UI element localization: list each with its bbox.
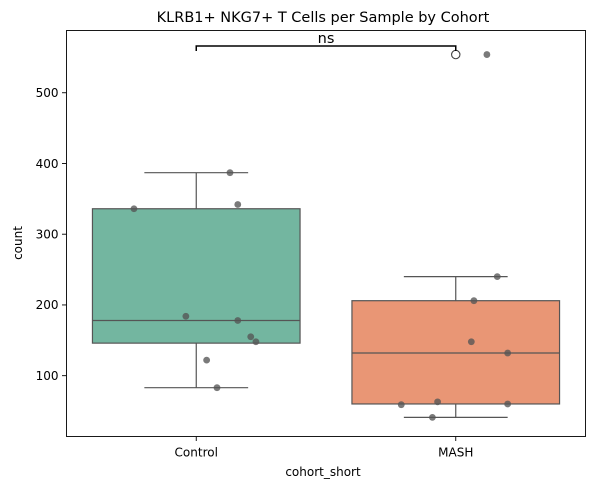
data-point-control — [252, 338, 260, 346]
y-axis-label: count — [11, 226, 25, 260]
y-tick-label: 500 — [36, 86, 59, 100]
data-point-control — [234, 317, 242, 324]
data-point-control — [182, 312, 190, 320]
y-tick-label: 200 — [36, 298, 59, 312]
data-point-mash — [434, 398, 441, 406]
data-point-mash — [428, 414, 436, 421]
box-mash — [351, 300, 561, 405]
plot-area: ns — [91, 31, 561, 421]
data-point-mash — [467, 338, 475, 346]
axes: 100 200 300 400 500 Control MASH — [36, 86, 474, 459]
y-tick-label: 300 — [36, 228, 59, 242]
plot-frame — [66, 30, 586, 437]
data-point-control — [247, 333, 255, 341]
data-point-control — [203, 356, 211, 364]
data-point-mash — [504, 349, 512, 357]
data-point-mash — [504, 400, 512, 408]
chart-title: KLRB1+ NKG7+ T Cells per Sample by Cohor… — [157, 10, 490, 26]
significance-bracket — [195, 45, 457, 52]
x-tick-label: Control — [175, 446, 218, 460]
box-control — [91, 208, 301, 344]
data-point-mash — [397, 401, 405, 409]
outlier-marker-mash — [450, 49, 461, 60]
data-point-mash — [470, 297, 478, 305]
data-point-control — [130, 205, 138, 213]
x-axis-label: cohort_short — [285, 465, 361, 479]
significance-label: ns — [318, 31, 335, 47]
x-tick-label: MASH — [438, 446, 473, 460]
y-tick-label: 100 — [36, 369, 59, 383]
data-point-control — [234, 201, 242, 208]
data-point-mash — [483, 51, 491, 58]
y-tick-label: 400 — [36, 157, 59, 171]
data-point-control — [213, 384, 221, 392]
data-point-mash — [493, 273, 501, 281]
data-point-control — [226, 169, 234, 177]
